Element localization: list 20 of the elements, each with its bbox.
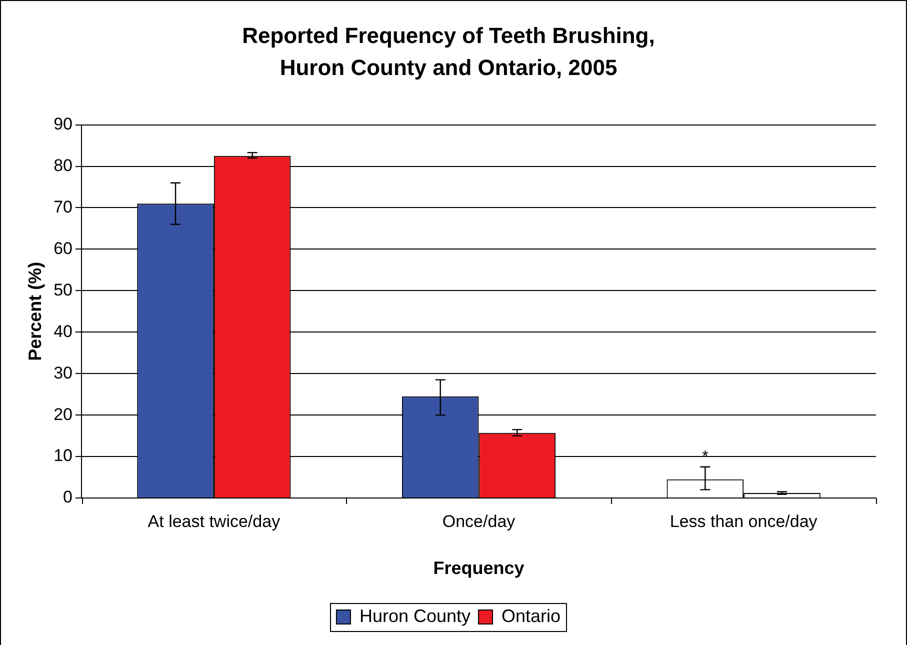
y-tick-label: 50 <box>54 280 73 300</box>
x-tick-label: Once/day <box>442 512 516 531</box>
y-tick-label: 20 <box>54 404 73 424</box>
text: Huron County and Ontario, 2005 <box>280 54 618 80</box>
y-tick-label: 90 <box>54 114 73 134</box>
x-axis-title: Frequency <box>433 558 524 578</box>
y-tick-label: 40 <box>54 322 73 341</box>
x-tick-label: Less than once/day <box>670 512 818 531</box>
y-tick-label: 30 <box>54 363 73 382</box>
text: Reported Frequency of Teeth Brushing, <box>242 23 655 48</box>
x-tick-label: At least twice/day <box>148 512 281 531</box>
y-tick-label: 80 <box>54 156 73 175</box>
y-tick-label: 0 <box>63 488 73 507</box>
y-tick-label: 60 <box>54 238 73 258</box>
annotation: * <box>702 448 708 466</box>
y-tick-label: 70 <box>54 197 73 216</box>
legend-label: Huron County <box>359 606 471 626</box>
y-tick-label: 10 <box>54 446 73 466</box>
legend-label: Ontario <box>502 606 561 626</box>
y-axis-title: Percent (%) <box>24 262 45 361</box>
